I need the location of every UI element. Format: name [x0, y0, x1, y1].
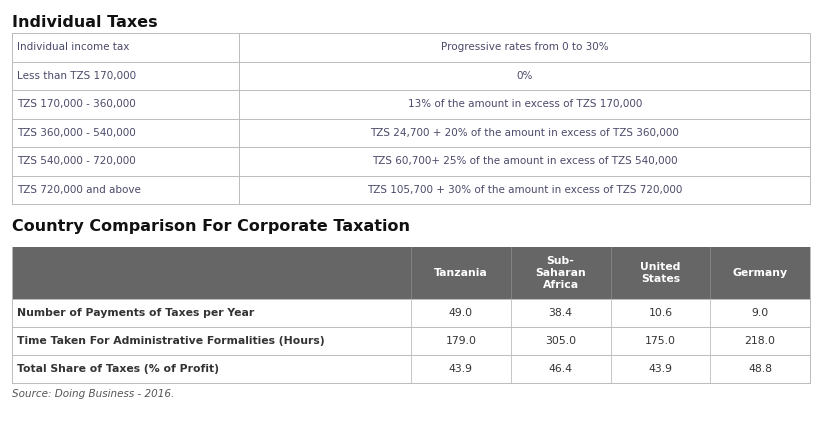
Text: Less than TZS 170,000: Less than TZS 170,000: [17, 71, 136, 81]
Bar: [12, 62, 810, 90]
Bar: [12, 176, 810, 204]
Text: United
States: United States: [640, 262, 681, 284]
Text: 46.4: 46.4: [548, 364, 573, 374]
Text: 43.9: 43.9: [449, 364, 473, 374]
Bar: [12, 147, 810, 176]
Text: Tanzania: Tanzania: [434, 268, 487, 278]
Text: Germany: Germany: [732, 268, 787, 278]
Text: Individual Taxes: Individual Taxes: [12, 15, 158, 30]
Text: TZS 105,700 + 30% of the amount in excess of TZS 720,000: TZS 105,700 + 30% of the amount in exces…: [367, 185, 682, 195]
Bar: [12, 90, 810, 119]
Text: TZS 60,700+ 25% of the amount in excess of TZS 540,000: TZS 60,700+ 25% of the amount in excess …: [372, 156, 677, 166]
Text: 0%: 0%: [516, 71, 533, 81]
Bar: [12, 299, 810, 327]
Text: Progressive rates from 0 to 30%: Progressive rates from 0 to 30%: [441, 42, 608, 52]
Text: 43.9: 43.9: [649, 364, 672, 374]
Text: Sub-
Saharan
Africa: Sub- Saharan Africa: [535, 255, 586, 290]
Text: TZS 360,000 - 540,000: TZS 360,000 - 540,000: [17, 128, 136, 138]
Text: Total Share of Taxes (% of Profit): Total Share of Taxes (% of Profit): [17, 364, 219, 374]
Text: TZS 720,000 and above: TZS 720,000 and above: [17, 185, 141, 195]
Text: TZS 24,700 + 20% of the amount in excess of TZS 360,000: TZS 24,700 + 20% of the amount in excess…: [370, 128, 679, 138]
Text: 48.8: 48.8: [748, 364, 772, 374]
Text: 38.4: 38.4: [548, 308, 573, 318]
Text: 305.0: 305.0: [545, 336, 576, 346]
Text: 9.0: 9.0: [751, 308, 769, 318]
Bar: [12, 247, 810, 299]
Bar: [12, 33, 810, 62]
Bar: [12, 327, 810, 355]
Text: Time Taken For Administrative Formalities (Hours): Time Taken For Administrative Formalitie…: [17, 336, 325, 346]
Text: 49.0: 49.0: [449, 308, 473, 318]
Text: 10.6: 10.6: [649, 308, 672, 318]
Text: 175.0: 175.0: [645, 336, 676, 346]
Text: TZS 170,000 - 360,000: TZS 170,000 - 360,000: [17, 99, 136, 109]
Text: Source: Doing Business - 2016.: Source: Doing Business - 2016.: [12, 389, 174, 399]
Text: Country Comparison For Corporate Taxation: Country Comparison For Corporate Taxatio…: [12, 219, 410, 234]
Text: TZS 540,000 - 720,000: TZS 540,000 - 720,000: [17, 156, 136, 166]
Text: 179.0: 179.0: [446, 336, 477, 346]
Text: Number of Payments of Taxes per Year: Number of Payments of Taxes per Year: [17, 308, 254, 318]
Bar: [12, 355, 810, 383]
Text: 218.0: 218.0: [745, 336, 776, 346]
Text: Individual income tax: Individual income tax: [17, 42, 129, 52]
Text: 13% of the amount in excess of TZS 170,000: 13% of the amount in excess of TZS 170,0…: [408, 99, 642, 109]
Bar: [12, 119, 810, 147]
